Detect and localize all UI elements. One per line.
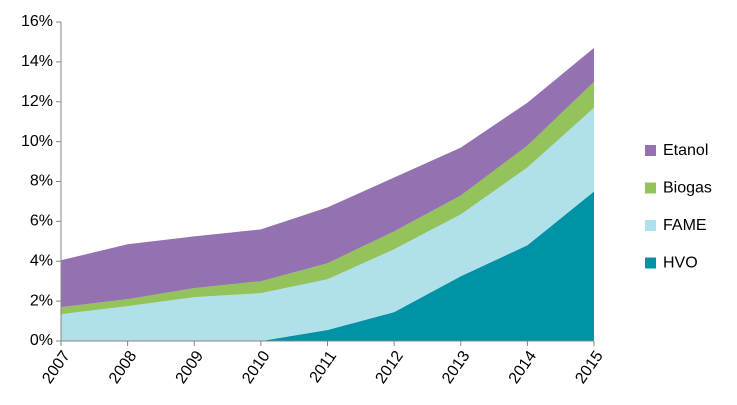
area [61, 47, 594, 308]
y-tick-label: 12% [21, 93, 53, 110]
x-tick-label: 2014 [506, 348, 540, 387]
legend-label: Biogas [663, 180, 712, 197]
y-tick-label: 16% [21, 13, 53, 30]
x-tick-label: 2010 [239, 348, 273, 387]
legend-swatch [645, 145, 656, 156]
x-tick-label: 2007 [39, 348, 73, 387]
x-tick-label: 2013 [439, 348, 473, 387]
area [61, 107, 594, 341]
legend-label: FAME [663, 217, 707, 234]
x-tick-label: 2009 [173, 348, 207, 387]
y-tick-label: 4% [30, 252, 53, 269]
legend-swatch [645, 182, 656, 194]
x-tick-label: 2008 [106, 348, 140, 387]
legend-label: Etanol [663, 142, 708, 159]
x-tick-label: 2012 [373, 348, 407, 387]
y-tick-label: 0% [30, 332, 53, 349]
area [61, 81, 594, 315]
y-tick-label: 6% [30, 213, 53, 230]
legend-label: HVO [663, 255, 698, 272]
y-tick-label: 2% [30, 292, 53, 309]
y-tick-label: 14% [21, 53, 53, 70]
x-tick-label: 2015 [572, 348, 606, 387]
area [61, 191, 594, 341]
y-tick-label: 10% [21, 133, 53, 150]
legend-swatch [645, 257, 656, 269]
legend-swatch [645, 220, 656, 231]
y-tick-label: 8% [30, 173, 53, 190]
x-tick-label: 2011 [307, 348, 341, 386]
